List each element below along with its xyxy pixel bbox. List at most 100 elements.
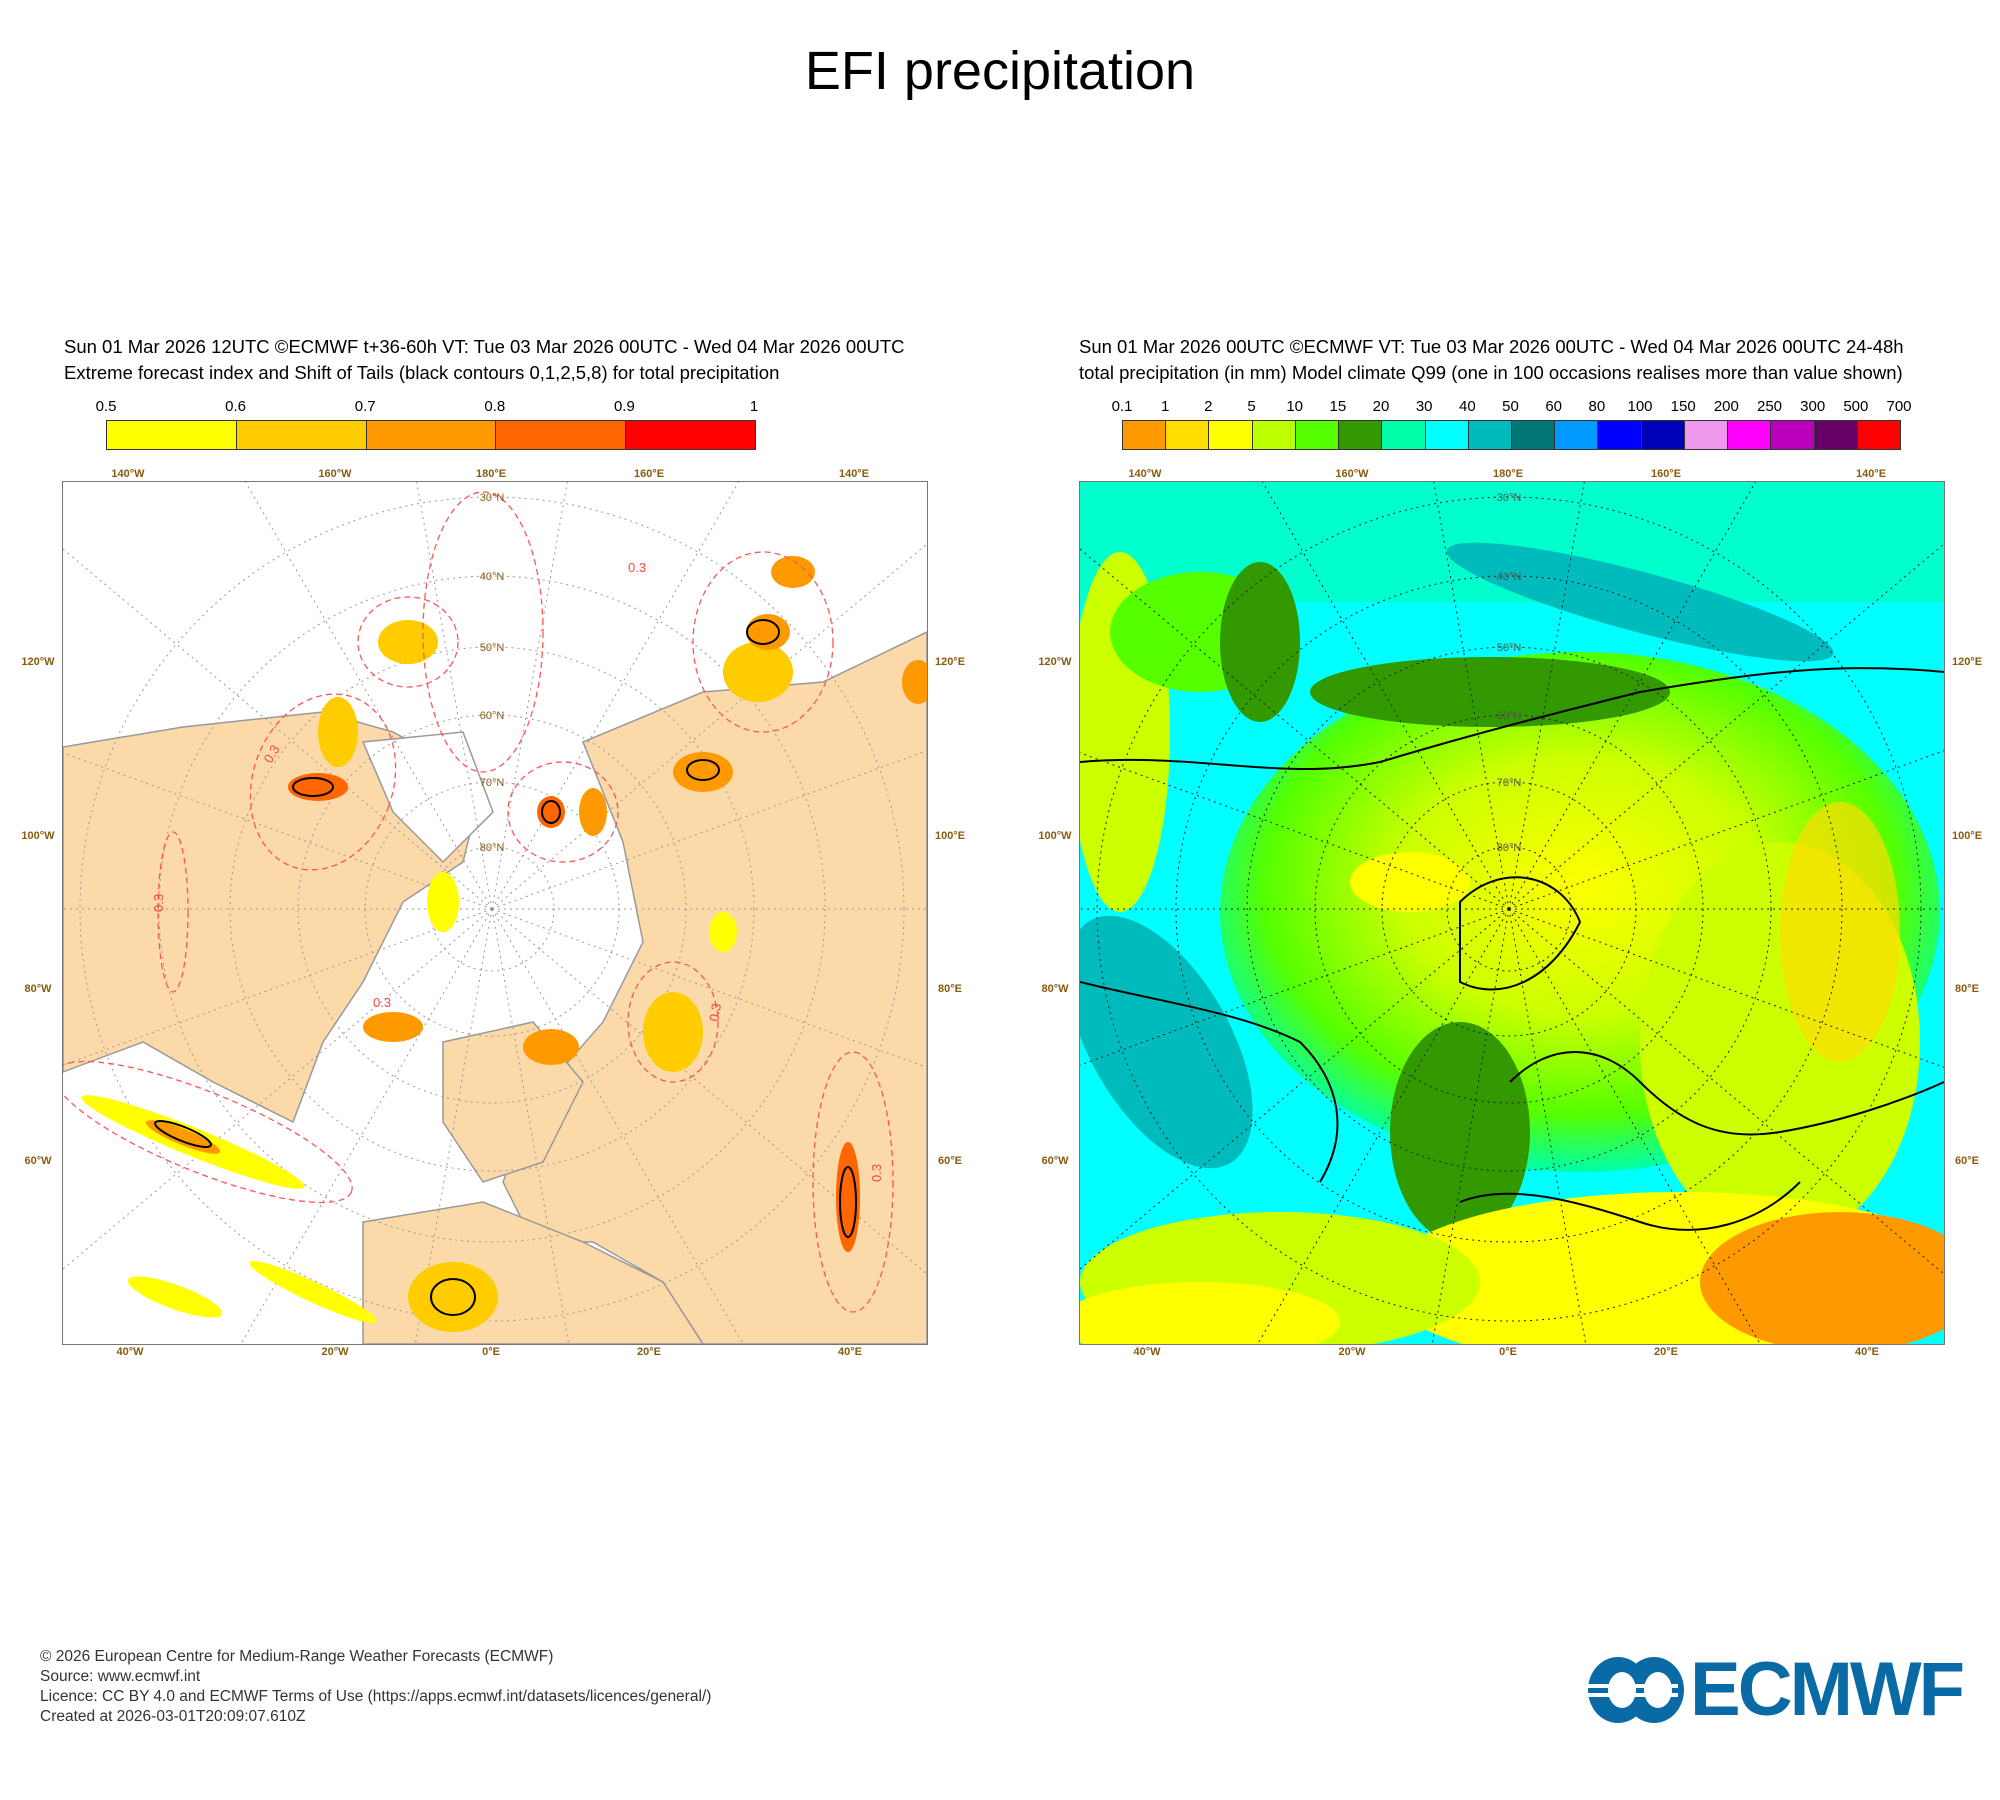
latitude-label: 30°N [1497, 492, 1522, 504]
meridian-line [63, 908, 493, 1270]
longitude-label-left: 60°W [1041, 1155, 1069, 1167]
colorbar-label: 80 [1588, 398, 1606, 415]
meridian-line [1508, 482, 1585, 910]
meridian-line [240, 908, 493, 1344]
contour-label: 0.3 [373, 995, 391, 1010]
meridian-line [491, 750, 927, 910]
ecmwf-logo-text: ECMWF [1690, 1647, 1965, 1732]
colorbar-label: 500 [1843, 398, 1869, 415]
colorbar-swatch [496, 421, 627, 449]
latitude-label: 60°N [480, 710, 505, 722]
contour-label: 0.3 [628, 560, 646, 575]
licence-text: Licence: CC BY 4.0 and ECMWF Terms of Us… [40, 1688, 712, 1705]
longitude-label-left: 80°W [24, 983, 52, 995]
longitude-label-top: 180°E [475, 468, 507, 480]
lat-labels: 80°N 70°N 60°N 50°N 40°N 30°N [480, 492, 505, 854]
colorbar-label: 300 [1800, 398, 1826, 415]
colorbar-label: 0.1 [1111, 398, 1133, 415]
longitude-label-left: 60°W [24, 1155, 52, 1167]
contour-label: 0.3 [706, 1002, 724, 1022]
q99-header-line2: total precipitation (in mm) Model climat… [1079, 362, 1903, 383]
longitude-label-left: 120°W [1038, 656, 1072, 668]
efi-03-contours [63, 491, 894, 1313]
land-areas [63, 631, 927, 1344]
longitude-label-right: 100°E [1951, 830, 1983, 842]
meridian-line [1431, 908, 1510, 1344]
meridian-line [1508, 482, 1757, 910]
longitude-label-bottom: 20°W [321, 1346, 349, 1358]
colorbar-label: 100 [1627, 398, 1653, 415]
colorbar-label: 50 [1502, 398, 1519, 415]
colorbar-swatch [1814, 421, 1858, 449]
copyright-text: © 2026 European Centre for Medium-Range … [40, 1648, 554, 1665]
q99-map: 80°N 70°N 60°N 50°N 40°N 30°N [1079, 481, 1945, 1345]
colorbar-label: 60 [1545, 398, 1562, 415]
efi-map-canvas: 0.3 0.3 0.3 0.3 0.3 0.3 80°N 70°N 60°N 50°N… [63, 482, 927, 1344]
colorbar-label: 10 [1286, 398, 1303, 415]
meridian-line [244, 482, 493, 910]
colorbar-bar [106, 420, 756, 450]
longitude-label-right: 100°E [934, 830, 966, 842]
longitude-label-bottom: 40°W [116, 1346, 144, 1358]
meridian-line [63, 752, 493, 910]
longitude-label-bottom: 20°E [637, 1346, 661, 1358]
colorbar-label: 700 [1886, 398, 1912, 415]
colorbar-label: 0.5 [95, 398, 117, 415]
longitude-label-right: 80°E [938, 983, 962, 995]
colorbar-label: 1 [1160, 398, 1170, 415]
latitude-label: 40°N [480, 571, 505, 583]
colorbar-swatch [1339, 421, 1383, 449]
colorbar-swatch [1166, 421, 1210, 449]
longitude-label-bottom: 40°W [1133, 1346, 1161, 1358]
longitude-label-bottom: 20°E [1654, 1346, 1678, 1358]
latitude-label: 70°N [1497, 777, 1522, 789]
colorbar-label: 0.6 [225, 398, 247, 415]
colorbar-label: 1 [749, 398, 759, 415]
colorbar-label: 0.7 [354, 398, 376, 415]
colorbar-swatch [1598, 421, 1642, 449]
colorbar-label: 2 [1204, 398, 1213, 415]
colorbar-label: 0.8 [484, 398, 506, 415]
colorbar-label: 30 [1415, 398, 1433, 415]
ecmwf-logo-icon [1588, 1657, 1684, 1723]
colorbar-swatch [1123, 421, 1167, 449]
colorbar-swatch [1641, 421, 1685, 449]
meridian-line [491, 908, 570, 1344]
colorbar-label: 20 [1372, 398, 1390, 415]
meridian-line [1508, 908, 1944, 1068]
longitude-label-top: 180°E [1492, 468, 1524, 480]
colorbar-label: 15 [1329, 398, 1347, 415]
latitude-circle [229, 646, 755, 1172]
longitude-label-top: 140°E [838, 468, 870, 480]
meridian-line [1508, 908, 1761, 1344]
colorbar-swatch [366, 421, 497, 449]
meridian-line [491, 482, 740, 910]
lat-labels: 80°N 70°N 60°N 50°N 40°N 30°N [1497, 492, 1522, 854]
created-at-text: Created at 2026-03-01T20:09:07.610Z [40, 1708, 306, 1725]
latitude-circle [158, 575, 826, 1243]
longitude-label-top: 160°W [318, 468, 352, 480]
meridian-line [1261, 482, 1510, 910]
colorbar-swatch [1511, 421, 1556, 449]
longitude-label-left: 120°W [21, 656, 55, 668]
colorbar-swatch [1209, 421, 1253, 449]
colorbar-label: 5 [1247, 398, 1256, 415]
latitude-label: 60°N [1497, 710, 1522, 722]
page-title: EFI precipitation [804, 41, 1196, 101]
ecmwf-logo: ECMWF [1588, 1647, 1965, 1732]
coastlines [1080, 667, 1944, 1231]
colorbar-swatch [1771, 421, 1815, 449]
meridian-line [1433, 482, 1510, 910]
colorbar-swatch [1684, 421, 1729, 449]
colorbar-swatch [1382, 421, 1426, 449]
colorbar-swatch [1295, 421, 1340, 449]
contour-label: 0.3 [151, 894, 166, 912]
colorbar-swatch [107, 421, 237, 449]
longitude-label-right: 120°E [1951, 656, 1983, 668]
longitude-label-top: 140°W [111, 468, 145, 480]
longitude-label-left: 100°W [1038, 830, 1072, 842]
meridian-line [416, 482, 493, 910]
colorbar-swatch [1252, 421, 1296, 449]
graticule [1080, 482, 1944, 1344]
longitude-label-top: 140°W [1128, 468, 1162, 480]
